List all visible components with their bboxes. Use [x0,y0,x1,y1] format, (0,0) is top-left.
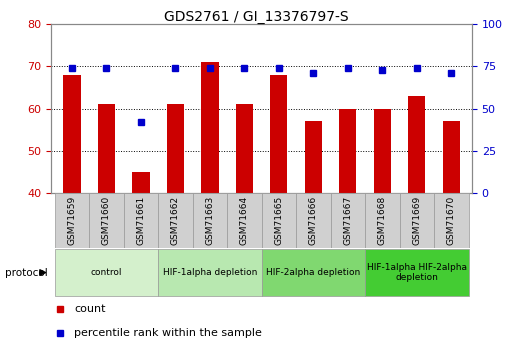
Text: GSM71670: GSM71670 [447,196,456,245]
Text: percentile rank within the sample: percentile rank within the sample [74,328,262,338]
Text: GSM71669: GSM71669 [412,196,421,245]
Bar [158,193,193,248]
Text: GSM71661: GSM71661 [136,196,146,245]
Text: HIF-1alpha HIF-2alpha
depletion: HIF-1alpha HIF-2alpha depletion [367,263,467,282]
Bar [262,193,296,248]
Text: control: control [91,268,122,277]
Bar [158,249,262,296]
Bar [373,109,391,193]
Bar [262,249,365,296]
Text: GSM71665: GSM71665 [274,196,283,245]
Bar [236,105,253,193]
Text: GSM71660: GSM71660 [102,196,111,245]
Bar [132,172,150,193]
Bar [55,249,158,296]
Bar [339,109,357,193]
Text: GSM71659: GSM71659 [68,196,76,245]
Bar [305,121,322,193]
Bar [434,193,468,248]
Bar [270,75,287,193]
Bar [365,249,468,296]
Text: HIF-1alpha depletion: HIF-1alpha depletion [163,268,257,277]
Bar [227,193,262,248]
Text: GSM71666: GSM71666 [309,196,318,245]
Bar [408,96,425,193]
Bar [124,193,158,248]
Bar [400,193,434,248]
Bar [330,193,365,248]
Bar [89,193,124,248]
Bar [193,193,227,248]
Bar [167,105,184,193]
Bar [64,75,81,193]
Bar [443,121,460,193]
Text: protocol: protocol [5,268,48,277]
Bar [98,105,115,193]
Text: GSM71667: GSM71667 [343,196,352,245]
Bar [201,62,219,193]
Text: GSM71664: GSM71664 [240,196,249,245]
Text: GSM71663: GSM71663 [205,196,214,245]
Bar [365,193,400,248]
Text: count: count [74,304,106,314]
Bar [296,193,330,248]
Text: GSM71662: GSM71662 [171,196,180,245]
Text: HIF-2alpha depletion: HIF-2alpha depletion [266,268,361,277]
Bar [55,193,89,248]
Text: GSM71668: GSM71668 [378,196,387,245]
Text: GDS2761 / GI_13376797-S: GDS2761 / GI_13376797-S [164,10,349,24]
